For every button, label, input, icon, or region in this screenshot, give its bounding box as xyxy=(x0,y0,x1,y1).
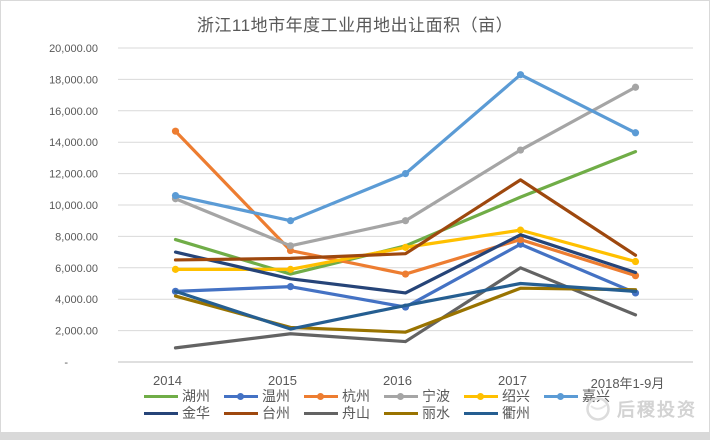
chart-title: 浙江11地市年度工业用地出让面积（亩） xyxy=(196,16,514,35)
legend-label-hangzhou: 杭州 xyxy=(342,388,370,404)
legend-swatch-ningbo xyxy=(384,393,418,400)
series-marker-jiaxing xyxy=(171,191,180,200)
y-axis-tick-label: 16,000.00 xyxy=(49,106,98,118)
legend-label-taizhou: 台州 xyxy=(262,405,290,421)
legend-item-ningbo: 宁波 xyxy=(384,389,450,404)
series-marker-wenzhou xyxy=(286,283,295,291)
series-marker-shaoxing xyxy=(631,257,640,266)
legend-item-hangzhou: 杭州 xyxy=(304,389,370,404)
series-marker-jiaxing xyxy=(631,129,640,137)
watermark-logo-icon xyxy=(586,397,610,421)
legend-label-zhoushan: 舟山 xyxy=(342,405,370,421)
y-axis-tick-label: 2,000.00 xyxy=(55,326,98,338)
y-axis-tick-label: 6,000.00 xyxy=(55,263,98,275)
series-marker-jiaxing xyxy=(286,217,295,225)
legend-swatch-wenzhou xyxy=(224,393,258,400)
legend-item-jinhua: 金华 xyxy=(144,406,210,421)
legend-label-huzhou: 湖州 xyxy=(182,388,210,404)
series-marker-shaoxing xyxy=(401,243,410,251)
y-axis-tick-label: 4,000.00 xyxy=(55,294,98,306)
legend-marker-dot xyxy=(557,393,564,400)
legend-swatch-taizhou xyxy=(224,412,258,415)
series-marker-hangzhou xyxy=(516,235,525,244)
legend-row-1: 湖州 温州 杭州 宁波 绍兴 嘉兴 xyxy=(144,389,610,404)
series-marker-ningbo xyxy=(401,217,410,225)
legend-item-huzhou: 湖州 xyxy=(144,389,210,404)
y-axis-tick-label: 20,000.00 xyxy=(49,43,98,55)
legend-item-lishui: 丽水 xyxy=(384,406,450,421)
series-marker-jiaxing xyxy=(516,71,525,79)
legend-item-wenzhou: 温州 xyxy=(224,389,290,404)
y-axis-tick-label: 8,000.00 xyxy=(55,231,98,243)
watermark-text: 后稷投资 xyxy=(617,400,697,420)
legend-row-2: 金华 台州 舟山 丽水 衢州 xyxy=(144,406,530,421)
series-marker-jiaxing xyxy=(401,170,410,178)
legend-label-shaoxing: 绍兴 xyxy=(502,388,530,404)
legend-marker-dot xyxy=(237,393,244,400)
legend-swatch-zhoushan xyxy=(304,412,338,415)
series-marker-shaoxing xyxy=(286,265,295,273)
series-marker-hangzhou xyxy=(401,270,410,278)
legend-item-zhoushan: 舟山 xyxy=(304,406,370,421)
series-marker-ningbo xyxy=(631,83,640,91)
series-line-taizhou xyxy=(173,178,638,262)
y-axis-tick-label: 10,000.00 xyxy=(49,200,98,212)
series-marker-ningbo xyxy=(516,146,525,154)
legend-swatch-quzhou xyxy=(464,412,498,415)
series-marker-shaoxing xyxy=(171,265,180,273)
series-marker-hangzhou xyxy=(171,127,180,135)
y-axis-tick-label: - xyxy=(64,357,68,369)
y-axis-tick-label: 18,000.00 xyxy=(49,74,98,86)
legend-item-quzhou: 衢州 xyxy=(464,406,530,421)
legend-item-taizhou: 台州 xyxy=(224,406,290,421)
legend-label-quzhou: 衢州 xyxy=(502,405,530,421)
legend-swatch-jinhua xyxy=(144,412,178,415)
legend-swatch-lishui xyxy=(384,412,418,415)
legend-swatch-shaoxing xyxy=(464,393,498,400)
y-axis-tick-label: 12,000.00 xyxy=(49,169,98,181)
legend-marker-dot xyxy=(317,393,324,400)
bottom-strip xyxy=(1,432,709,439)
series-marker-ningbo xyxy=(286,242,295,250)
legend-label-ningbo: 宁波 xyxy=(422,388,450,404)
series-marker-hangzhou xyxy=(631,272,640,280)
series-line-jinhua xyxy=(173,233,638,295)
legend-swatch-jiaxing xyxy=(544,393,578,400)
y-axis-tick-label: 14,000.00 xyxy=(49,137,98,149)
series-marker-shaoxing xyxy=(516,226,525,234)
series-line-zhoushan xyxy=(173,266,638,350)
legend-swatch-huzhou xyxy=(144,395,178,398)
legend-item-shaoxing: 绍兴 xyxy=(464,389,530,404)
watermark: 后稷投资 xyxy=(585,396,697,422)
legend-label-wenzhou: 温州 xyxy=(262,388,290,404)
legend-marker-dot xyxy=(397,393,404,400)
legend-marker-dot xyxy=(477,393,484,400)
legend-label-jinhua: 金华 xyxy=(182,405,210,421)
series-line-quzhou xyxy=(173,281,638,331)
series-line-jiaxing xyxy=(173,73,638,223)
series-line-huzhou xyxy=(173,150,638,276)
legend-swatch-hangzhou xyxy=(304,393,338,400)
legend-label-lishui: 丽水 xyxy=(422,405,450,421)
